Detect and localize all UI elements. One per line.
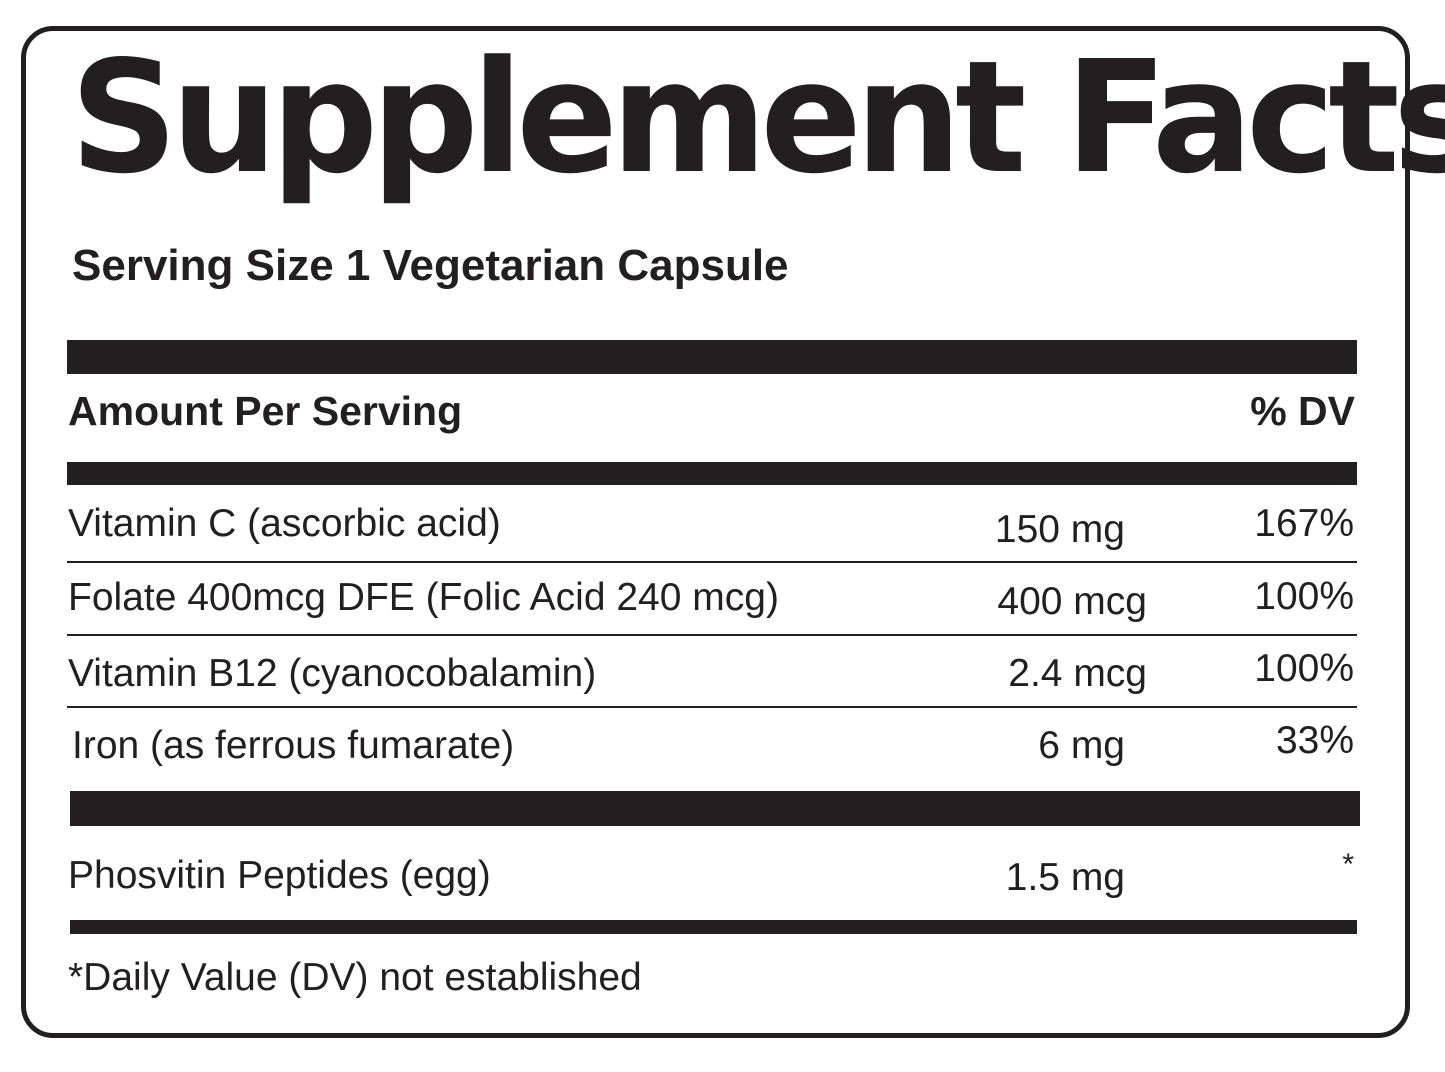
- supplement-facts-panel: [21, 26, 1410, 1038]
- row-divider: [67, 634, 1357, 636]
- amount-per-serving-heading: Amount Per Serving: [68, 388, 463, 434]
- nutrient-name: Vitamin C (ascorbic acid): [68, 502, 501, 545]
- other-ingredient-dv: *: [1342, 848, 1354, 881]
- footnote: *Daily Value (DV) not established: [68, 956, 642, 999]
- nutrient-amount: 150 mg: [994, 508, 1125, 551]
- thick-divider-bottom: [70, 920, 1357, 934]
- row-divider: [67, 561, 1357, 563]
- daily-value-heading: % DV: [1250, 388, 1355, 434]
- nutrient-dv: 100%: [1254, 647, 1354, 690]
- divider-below-header: [67, 462, 1357, 485]
- other-ingredient-name: Phosvitin Peptides (egg): [68, 854, 491, 897]
- nutrient-dv: 100%: [1254, 575, 1354, 618]
- panel-title: Supplement Facts: [70, 27, 1445, 208]
- row-divider: [67, 706, 1357, 708]
- nutrient-amount: 400 mcg: [997, 580, 1147, 623]
- nutrient-dv: 167%: [1254, 502, 1354, 545]
- thick-divider-middle: [70, 791, 1360, 826]
- nutrient-dv: 33%: [1275, 719, 1354, 762]
- nutrient-amount: 6 mg: [1038, 724, 1125, 767]
- other-ingredient-amount: 1.5 mg: [1005, 856, 1125, 899]
- nutrient-name: Iron (as ferrous fumarate): [72, 724, 515, 767]
- nutrient-name: Vitamin B12 (cyanocobalamin): [68, 652, 597, 695]
- nutrient-amount: 2.4 mcg: [1008, 652, 1147, 695]
- serving-size: Serving Size 1 Vegetarian Capsule: [72, 241, 789, 290]
- thick-divider-top: [67, 340, 1357, 374]
- nutrient-name: Folate 400mcg DFE (Folic Acid 240 mcg): [68, 576, 779, 619]
